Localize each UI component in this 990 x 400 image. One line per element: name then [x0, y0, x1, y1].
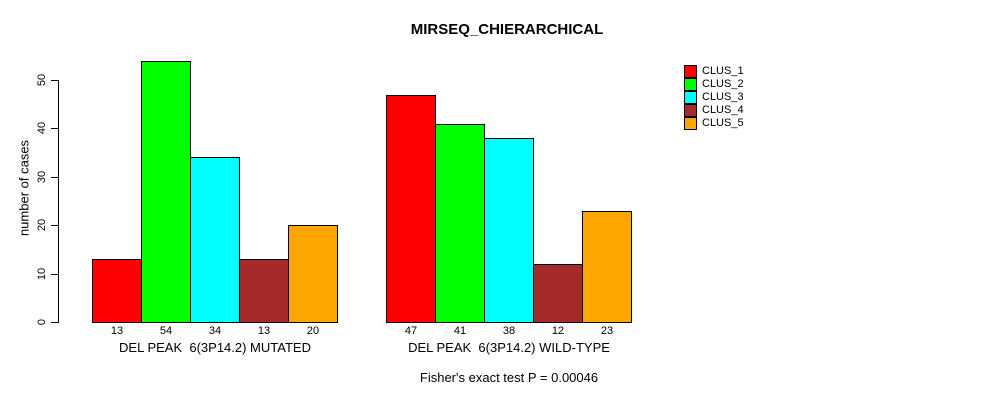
bar-clus_1-group1 — [92, 259, 142, 323]
bar-clus_4-group1 — [239, 259, 289, 323]
bar-clus_2-group2 — [435, 123, 485, 323]
chart-title: MIRSEQ_CHIERARCHICAL — [410, 21, 604, 38]
y-axis-line — [58, 80, 59, 323]
y-tick-label: 30 — [36, 170, 48, 183]
legend-label-clus_2: CLUS_2 — [702, 78, 744, 90]
y-tick-label: 40 — [36, 122, 48, 135]
legend-label-clus_3: CLUS_3 — [702, 91, 744, 103]
bar-clus_4-group2 — [533, 263, 583, 323]
bar-clus_5-group2 — [582, 210, 632, 323]
y-tick-label: 20 — [36, 219, 48, 232]
y-tick — [51, 80, 58, 81]
group-label-2: DEL PEAK 6(3P14.2) WILD-TYPE — [408, 340, 610, 355]
legend-swatch-clus_4 — [684, 104, 697, 117]
bar-clus_1-group2 — [386, 94, 436, 323]
bar-value-label: 13 — [110, 325, 124, 337]
bar-value-label: 12 — [551, 325, 565, 337]
bar-value-label: 23 — [600, 325, 614, 337]
y-tick — [51, 128, 58, 130]
bar-clus_5-group1 — [288, 225, 338, 323]
bar-value-label: 54 — [159, 325, 173, 337]
legend-label-clus_5: CLUS_5 — [702, 117, 744, 129]
bar-value-label: 41 — [453, 325, 467, 337]
y-tick — [51, 273, 58, 275]
bar-clus_3-group2 — [484, 138, 534, 323]
footnote-stat-test: Fisher's exact test P = 0.00046 — [419, 370, 599, 385]
y-tick-label: 0 — [36, 318, 48, 326]
legend-label-clus_4: CLUS_4 — [702, 104, 744, 116]
y-axis-title: number of cases — [16, 139, 32, 237]
y-tick — [51, 225, 58, 227]
legend-swatch-clus_3 — [684, 91, 697, 104]
y-tick — [51, 322, 58, 323]
bar-value-label: 20 — [306, 325, 320, 337]
legend-swatch-clus_1 — [684, 65, 697, 78]
legend-label-clus_1: CLUS_1 — [702, 65, 744, 77]
legend-swatch-clus_5 — [684, 117, 697, 130]
bar-clus_3-group1 — [190, 157, 240, 323]
bar-value-label: 47 — [404, 325, 418, 337]
group-label-1: DEL PEAK 6(3P14.2) MUTATED — [119, 340, 311, 355]
bar-clus_2-group1 — [141, 60, 191, 323]
y-tick — [51, 176, 58, 178]
legend-swatch-clus_2 — [684, 78, 697, 91]
bar-value-label: 13 — [257, 325, 271, 337]
bar-value-label: 38 — [502, 325, 516, 337]
y-tick-label: 50 — [36, 73, 48, 87]
y-tick-label: 10 — [36, 267, 48, 280]
bar-value-label: 34 — [208, 325, 222, 337]
